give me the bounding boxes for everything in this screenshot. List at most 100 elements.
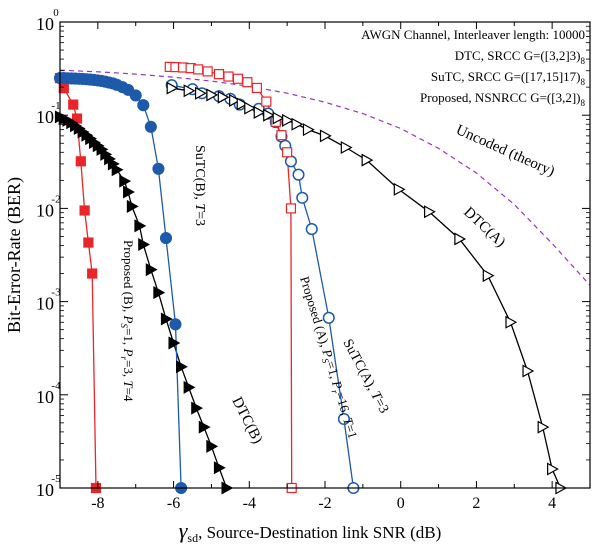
marker-sutc_b	[152, 162, 165, 175]
marker-sutc_a	[305, 223, 318, 236]
y-tick-exponent: -4	[51, 380, 61, 392]
marker-proposed_a	[261, 96, 272, 107]
x-tick-label: -8	[91, 495, 104, 512]
x-tick-label: 0	[397, 495, 405, 512]
marker-sutc_b	[169, 318, 182, 331]
marker-proposed_b	[83, 237, 94, 248]
marker-dtc_a	[340, 141, 353, 155]
legend-box: AWGN Channel, Interleaver length: 10000 …	[361, 27, 585, 108]
curve-label-sutc_b: SuTC(B), T=3	[192, 145, 207, 226]
marker-proposed_b	[79, 205, 90, 216]
marker-proposed_a	[202, 66, 213, 77]
x-tick-label: 4	[548, 495, 556, 512]
marker-dtc_a	[302, 123, 315, 137]
legend-line-2: DTC, SRCC G=([3,2]3)8	[455, 48, 586, 66]
x-axis-title: γsd, Source-Destination link SNR (dB)	[179, 518, 442, 545]
y-tick-exponent: -1	[51, 100, 60, 112]
marker-dtc_b	[134, 219, 147, 233]
marker-dtc_a	[236, 97, 249, 111]
marker-dtc_a	[229, 93, 241, 107]
legend-line-3: SuTC, SRCC G=([17,15]17)8	[431, 69, 586, 87]
y-tick-label: 10	[36, 107, 54, 127]
marker-sutc_a	[292, 168, 305, 181]
marker-dtc_a	[217, 90, 230, 104]
marker-dtc_b	[138, 237, 151, 252]
plot-background	[60, 22, 590, 488]
marker-dtc_a	[194, 86, 207, 100]
marker-sutc_b	[129, 89, 142, 102]
marker-dtc_a	[291, 117, 304, 131]
marker-dtc_a	[206, 88, 219, 102]
marker-dtc_b	[213, 461, 226, 475]
marker-proposed_b	[68, 99, 79, 110]
y-tick-label: 10	[36, 200, 54, 220]
marker-sutc_a	[284, 155, 297, 168]
marker-sutc_a	[322, 311, 335, 324]
marker-proposed_b	[87, 268, 98, 279]
marker-dtc_b	[123, 185, 135, 199]
marker-dtc_b	[119, 174, 132, 188]
curve-label-proposed_b: Proposed (B), PS=1, Pr=3, T=4	[118, 240, 136, 402]
y-tick-label: 10	[36, 294, 54, 314]
marker-dtc_b	[126, 199, 139, 213]
marker-dtc_a	[424, 205, 436, 219]
marker-sutc_b	[144, 120, 157, 133]
marker-dtc_a	[282, 113, 294, 127]
marker-dtc_a	[244, 101, 257, 115]
y-tick-exponent: -2	[51, 193, 60, 205]
marker-dtc_a	[183, 84, 196, 98]
marker-dtc_b	[206, 439, 219, 453]
marker-dtc_b	[111, 163, 124, 177]
marker-dtc_a	[166, 81, 179, 95]
marker-proposed_b	[75, 156, 86, 167]
marker-dtc_b	[160, 312, 173, 326]
y-tick-label: 10	[36, 387, 54, 407]
marker-dtc_a	[505, 315, 518, 329]
y-tick-label: 10	[36, 14, 54, 34]
marker-proposed_a	[193, 64, 204, 75]
legend-line-4: Proposed, NSNRCC G=([3,2])8	[420, 90, 585, 108]
marker-proposed_a	[213, 69, 225, 80]
y-tick-exponent: -5	[51, 473, 61, 485]
x-tick-label: -6	[167, 495, 180, 512]
marker-sutc_b	[159, 232, 173, 245]
marker-dtc_a	[482, 269, 495, 283]
x-tick-label: -4	[243, 495, 256, 512]
marker-proposed_a	[223, 71, 234, 82]
marker-dtc_b	[153, 286, 166, 300]
marker-dtc_b	[183, 380, 196, 394]
marker-proposed_a	[232, 73, 244, 84]
marker-proposed_b	[58, 83, 69, 94]
marker-proposed_a	[251, 82, 262, 94]
marker-sutc_a	[337, 412, 350, 426]
x-tick-label: 2	[472, 495, 480, 512]
legend-line-1: AWGN Channel, Interleaver length: 10000	[361, 27, 585, 42]
marker-dtc_a	[319, 129, 332, 143]
y-tick-label: 10	[36, 480, 54, 500]
marker-dtc_b	[176, 360, 188, 374]
marker-proposed_a	[285, 203, 297, 214]
y-axis-title: Bit-Error-Rate (BER)	[4, 177, 25, 333]
marker-dtc_a	[253, 105, 266, 119]
marker-dtc_a	[263, 108, 275, 122]
marker-dtc_a	[454, 232, 467, 246]
series-line-uncoded	[59, 69, 591, 286]
marker-proposed_a	[282, 147, 293, 158]
marker-dtc_b	[191, 401, 204, 415]
marker-proposed_a	[276, 130, 287, 141]
x-tick-label: -2	[318, 495, 331, 512]
marker-dtc_b	[168, 336, 181, 350]
marker-dtc_b	[198, 420, 211, 434]
marker-dtc_a	[361, 153, 374, 167]
marker-sutc_a	[296, 191, 309, 204]
marker-sutc_b	[137, 99, 150, 112]
marker-dtc_b	[145, 263, 158, 277]
y-tick-exponent: 0	[53, 7, 59, 19]
marker-dtc_a	[393, 182, 406, 196]
marker-dtc_a	[522, 364, 535, 378]
y-tick-exponent: -3	[51, 287, 61, 299]
marker-dtc_a	[547, 462, 559, 476]
marker-dtc_a	[537, 420, 550, 434]
marker-dtc_a	[272, 111, 285, 125]
